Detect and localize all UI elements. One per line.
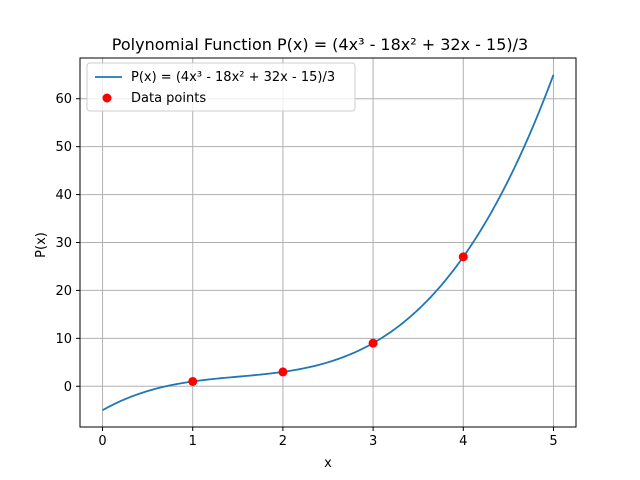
legend-box xyxy=(86,62,356,112)
series-line-group xyxy=(102,74,555,412)
x-tick-label: 1 xyxy=(189,434,197,449)
y-axis-ticks: 0 10 20 30 40 50 60 xyxy=(55,92,80,395)
y-tick-label: 60 xyxy=(55,92,72,107)
grid-lines xyxy=(80,58,576,427)
series-line-polynomial xyxy=(102,74,555,412)
data-point xyxy=(188,376,198,386)
x-tick-label: 2 xyxy=(279,434,287,449)
y-axis-label: P(x) xyxy=(34,232,49,258)
y-tick-label: 0 xyxy=(64,380,72,395)
y-tick-label: 20 xyxy=(55,284,72,299)
chart-title: Polynomial Function P(x) = (4x³ - 18x² +… xyxy=(112,35,528,54)
legend-label-curve: P(x) = (4x³ - 18x² + 32x - 15)/3 xyxy=(131,70,335,85)
x-tick-label: 5 xyxy=(549,434,557,449)
y-tick-label: 30 xyxy=(55,236,72,251)
y-tick-label: 40 xyxy=(55,188,72,203)
y-tick-label: 10 xyxy=(55,332,72,347)
legend: P(x) = (4x³ - 18x² + 32x - 15)/3 Data po… xyxy=(86,62,356,112)
legend-label-points: Data points xyxy=(131,91,206,106)
series-points-group xyxy=(188,252,468,386)
legend-point-swatch xyxy=(102,93,112,103)
x-tick-label: 3 xyxy=(369,434,377,449)
y-tick-label: 50 xyxy=(55,140,72,155)
data-point xyxy=(458,252,468,262)
x-axis-label: x xyxy=(324,456,332,471)
x-axis-ticks: 0 1 2 3 4 5 xyxy=(98,427,558,449)
x-tick-label: 0 xyxy=(98,434,106,449)
data-point xyxy=(368,338,378,348)
x-tick-label: 4 xyxy=(459,434,467,449)
data-point xyxy=(278,367,288,377)
